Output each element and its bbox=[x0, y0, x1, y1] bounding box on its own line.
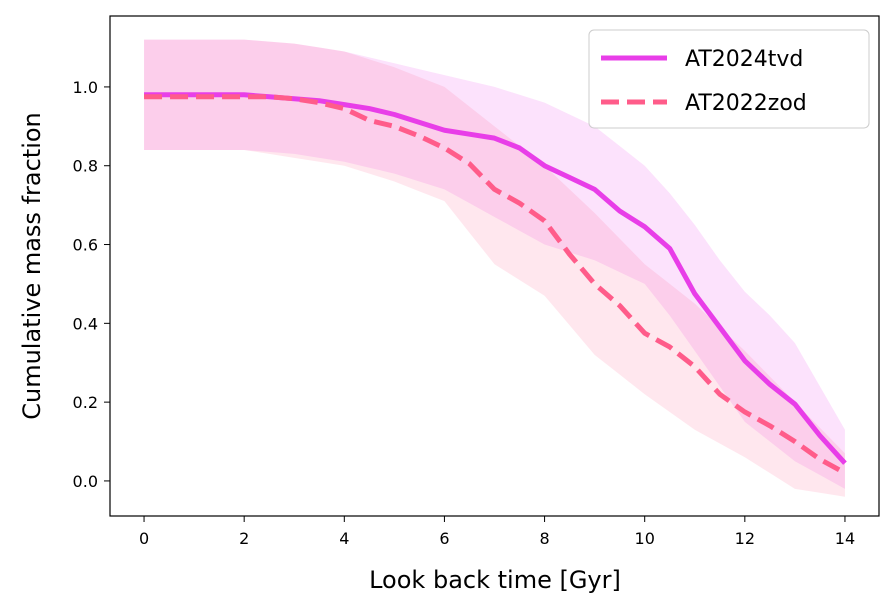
x-tick-label: 12 bbox=[735, 529, 755, 548]
plot-frame bbox=[109, 15, 880, 517]
y-tick-label: 0.0 bbox=[73, 472, 98, 491]
x-tick-label: 2 bbox=[239, 529, 249, 548]
y-tick-label: 0.6 bbox=[73, 236, 98, 255]
x-tick-label: 10 bbox=[635, 529, 655, 548]
x-tick-label: 0 bbox=[139, 529, 149, 548]
band bbox=[144, 39, 845, 489]
legend-label: AT2024tvd bbox=[685, 47, 803, 72]
y-tick-label: 1.0 bbox=[73, 78, 98, 97]
line bbox=[144, 94, 847, 476]
y-tick-label: 0.8 bbox=[73, 157, 98, 176]
y-tick-label: 0.2 bbox=[73, 393, 98, 412]
x-axis-label: Look back time [Gyr] bbox=[369, 566, 621, 594]
x-tick-label: 8 bbox=[539, 529, 549, 548]
y-tick-label: 0.4 bbox=[73, 314, 98, 333]
legend-label: AT2022zod bbox=[685, 91, 807, 116]
x-tick-label: 6 bbox=[439, 529, 449, 548]
y-axis-label: Cumulative mass fraction bbox=[18, 112, 46, 420]
x-tick-label: 14 bbox=[835, 529, 855, 548]
x-tick-label: 4 bbox=[339, 529, 349, 548]
band bbox=[144, 39, 845, 497]
